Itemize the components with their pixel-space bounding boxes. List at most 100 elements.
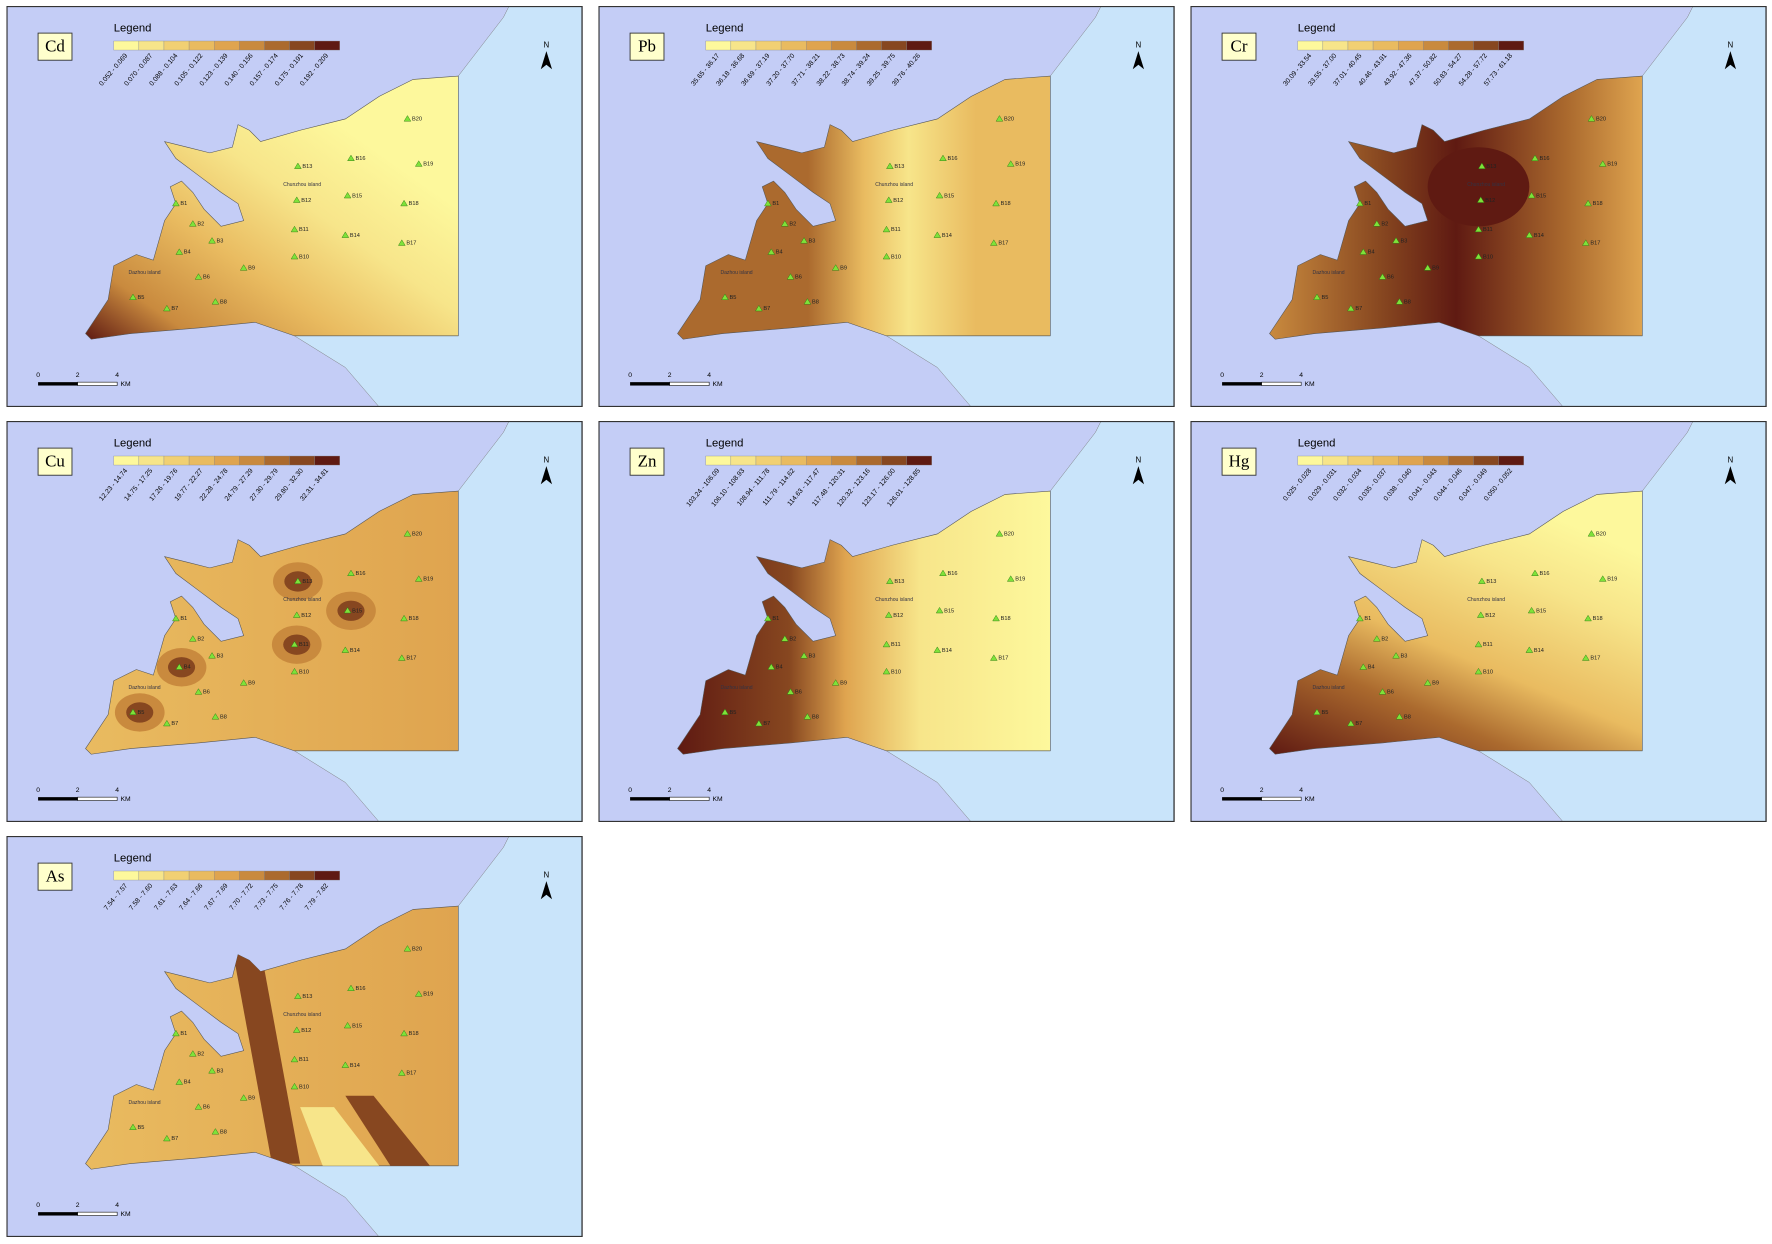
station-label: B7 [763,306,770,312]
station-marker [1527,191,1536,199]
station-label: B12 [301,1028,311,1034]
station-marker [239,264,248,271]
north-label: N [1728,41,1734,50]
station-marker [1395,298,1404,305]
legend-swatch [780,455,807,466]
scale-label: 2 [76,372,80,379]
station-marker [884,611,893,618]
station-label: B11 [891,227,901,233]
station-marker [935,191,944,199]
station-marker [882,667,891,675]
station-label: B5 [729,710,736,716]
scale-bar [669,381,710,386]
station-label: B1 [772,616,779,622]
interpolated-surface [85,75,459,340]
station-label: B9 [248,266,255,272]
station-label: B14 [1534,233,1544,239]
station-label: B6 [1387,275,1394,281]
legend-swatch [163,40,190,51]
station-label: B19 [1015,162,1025,168]
station-label: B17 [406,1071,416,1077]
north-arrow [540,51,553,70]
station-label: B11 [1483,642,1493,648]
station-marker [1587,530,1596,537]
legend-swatch [239,870,265,881]
station-label: B17 [998,656,1008,662]
station-marker [933,646,942,653]
station-marker [347,154,355,161]
station-label: B18 [409,201,419,207]
station-marker [290,1082,299,1090]
station-marker [1359,663,1368,670]
station-marker [208,237,216,244]
legend-swatch [1347,40,1374,51]
scale-bar [630,797,670,801]
station-marker [992,199,1000,207]
legend-swatch [113,870,140,881]
station-marker [343,191,352,199]
station-marker [1584,199,1592,207]
station-label: B13 [894,164,904,170]
station-marker [767,663,776,670]
station-label: B4 [184,250,191,256]
station-marker [343,1021,352,1029]
scale-label: 0 [628,787,632,794]
legend-swatch [314,870,340,881]
station-marker [939,569,947,576]
station-marker [1525,646,1534,653]
legend-swatch [705,40,732,51]
station-label: B6 [203,275,210,281]
station-marker [290,225,299,233]
island-label: Dazhou island [720,685,752,691]
station-marker [403,945,412,952]
station-marker [414,990,423,997]
scale-label: 2 [76,787,80,794]
legend-swatch [1347,455,1374,466]
station-label: B16 [947,571,957,577]
station-marker [786,273,795,280]
scale-label: 0 [1220,372,1224,379]
north-label: N [544,456,550,465]
station-marker [290,640,299,648]
station-marker [341,1061,350,1068]
station-label: B14 [942,648,952,654]
scale-label: 0 [36,787,40,794]
station-label: B12 [893,613,903,619]
station-marker [163,304,171,312]
legend-swatch [831,40,857,51]
station-label: B1 [1364,616,1371,622]
station-label: B10 [891,254,901,260]
station-label: B12 [1485,198,1495,204]
element-label: Cr [1231,37,1248,56]
station-label: B12 [893,198,903,204]
scale-bar [1261,796,1302,801]
station-marker [347,569,355,576]
station-marker [208,652,216,659]
station-marker [172,614,180,622]
station-label: B17 [998,241,1008,247]
scale-bar [77,381,118,386]
station-marker [886,162,894,169]
station-marker [290,252,299,260]
station-marker [990,239,998,246]
legend-swatch [1448,455,1474,466]
station-marker [1527,606,1536,614]
scale-unit: KM [121,1211,132,1218]
station-marker [803,298,812,305]
station-marker [172,199,180,207]
station-label: B17 [1590,241,1600,247]
station-marker [398,1069,406,1076]
station-marker [1525,231,1534,238]
station-label: B16 [1539,571,1549,577]
station-label: B7 [171,1136,178,1142]
station-marker [175,663,184,670]
station-label: B14 [1534,648,1544,654]
island-label: Dazhou island [1312,270,1344,276]
station-label: B7 [1355,306,1362,312]
scale-label: 2 [1260,787,1264,794]
station-label: B3 [217,1068,224,1074]
legend-swatch [138,455,165,466]
station-marker [939,154,947,161]
scale-label: 0 [628,372,632,379]
